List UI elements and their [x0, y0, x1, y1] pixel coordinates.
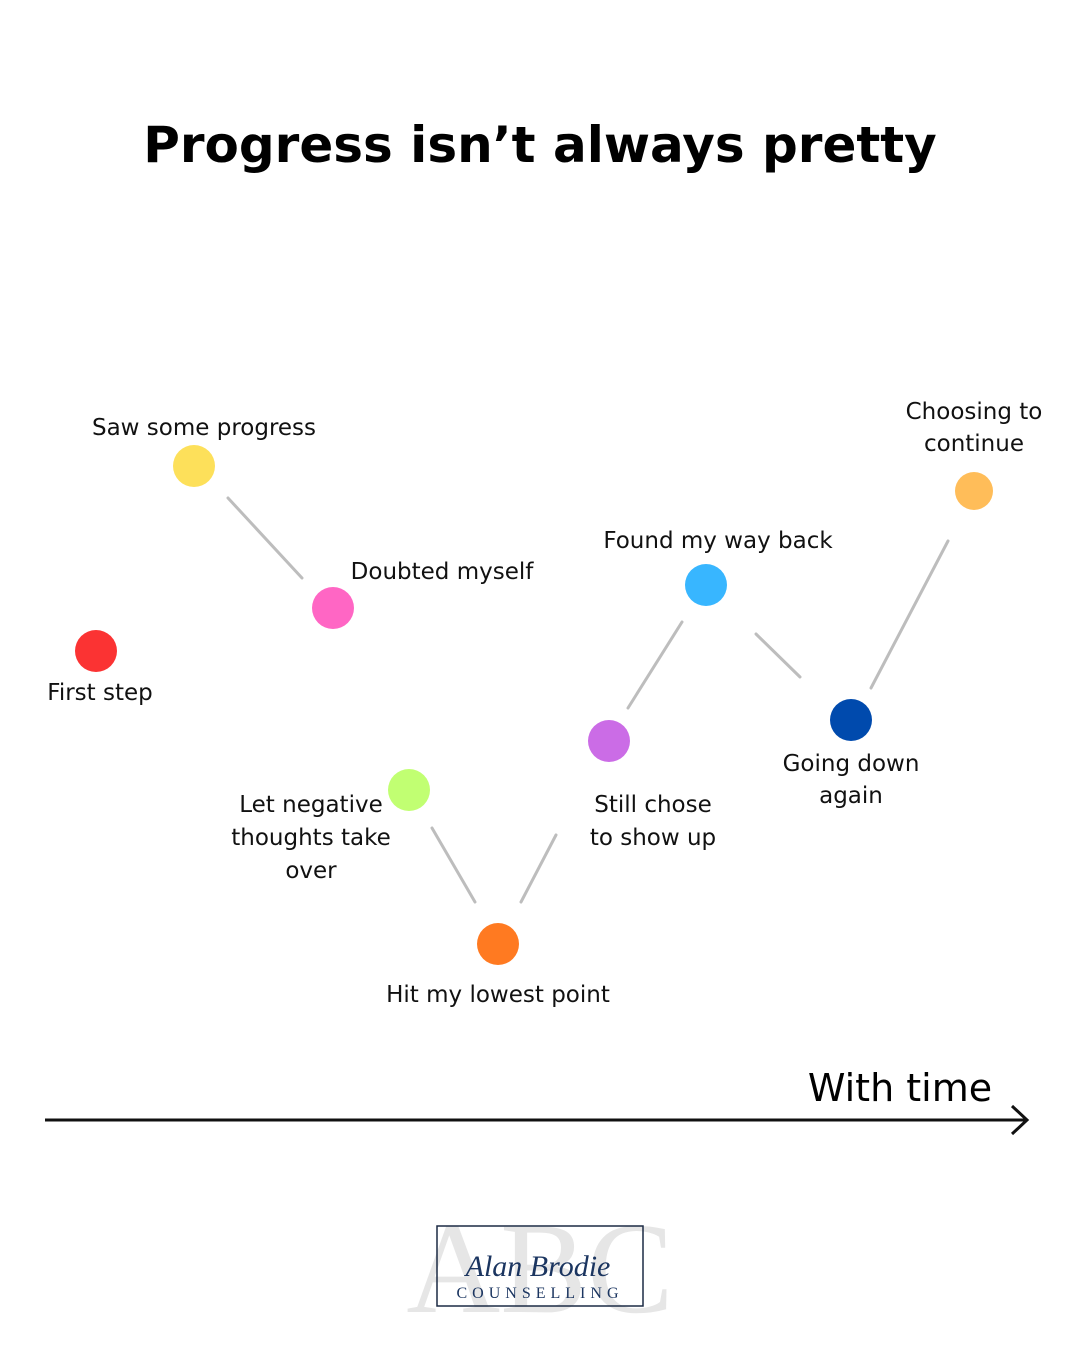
connector [869, 539, 950, 690]
node-label: Let negative [239, 792, 382, 818]
node-label: thoughts take [231, 825, 391, 851]
nodes: First step Saw some progress Doubted mys… [47, 399, 1042, 1008]
node-dot [830, 699, 872, 741]
axis-label: With time [808, 1066, 992, 1110]
logo-frame [436, 1225, 644, 1307]
node-dot [955, 472, 993, 510]
connector [519, 833, 558, 904]
node-dot [388, 769, 430, 811]
title: Progress isn’t always pretty [143, 116, 937, 174]
logo-watermark: ABC [406, 1197, 673, 1341]
node-label: Going down [783, 751, 920, 777]
logo-subtitle: COUNSELLING [457, 1285, 624, 1302]
node-label: Found my way back [603, 528, 833, 554]
node-dot [477, 923, 519, 965]
node-label: Still chose [594, 792, 712, 818]
connectors [226, 496, 950, 904]
logo: ABC Alan Brodie COUNSELLING [406, 1197, 673, 1341]
node-dot [75, 630, 117, 672]
node-dot [312, 587, 354, 629]
node-dot [173, 445, 215, 487]
node-label: First step [47, 680, 152, 706]
time-axis: With time [45, 1066, 1030, 1136]
axis-arrow [1010, 1104, 1030, 1136]
logo-name: Alan Brodie [464, 1250, 611, 1283]
node-label: Hit my lowest point [386, 982, 610, 1008]
node-dot [588, 720, 630, 762]
node-label: over [285, 858, 337, 884]
node-label: Choosing to [906, 399, 1043, 425]
connector [754, 632, 802, 679]
connector [626, 620, 684, 710]
node-dot [685, 564, 727, 606]
connector [430, 826, 477, 904]
node-label: again [819, 783, 883, 809]
node-label: to show up [590, 825, 716, 851]
node-label: continue [924, 431, 1024, 457]
node-label: Saw some progress [92, 415, 316, 441]
node-label: Doubted myself [351, 559, 535, 585]
connector [226, 496, 304, 580]
